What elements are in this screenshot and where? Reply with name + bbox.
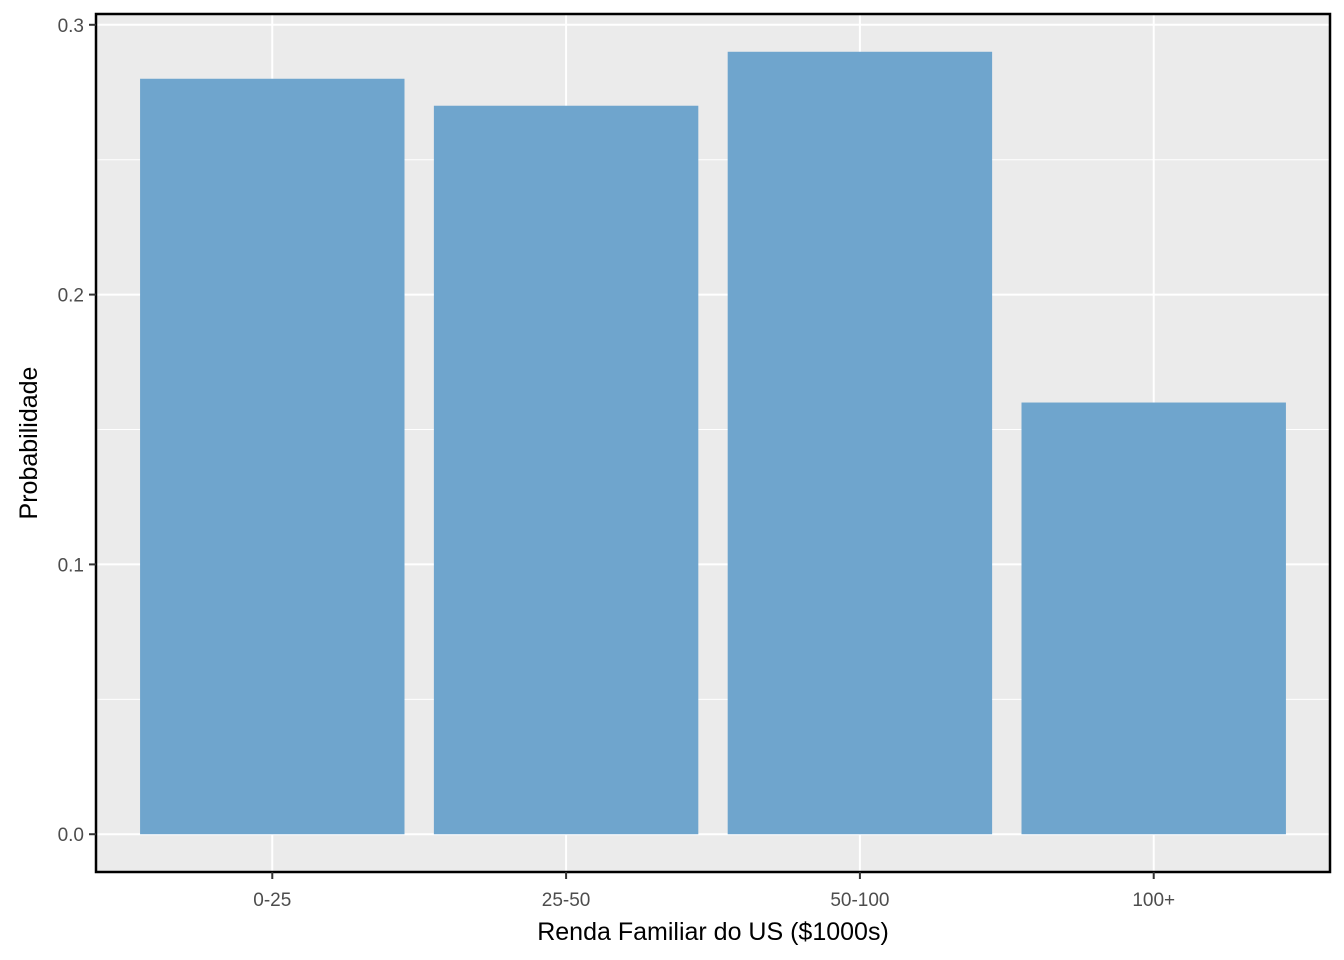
x-tick-label: 0-25 <box>253 890 291 911</box>
x-axis-title: Renda Familiar do US ($1000s) <box>537 918 889 946</box>
x-tick-label: 50-100 <box>830 890 889 911</box>
y-axis: 0.0 0.1 0.2 0.3 <box>58 16 96 846</box>
bar-0-25 <box>140 78 405 835</box>
bar-50-100 <box>727 51 993 835</box>
x-axis: 0-25 25-50 50-100 100+ <box>253 872 1175 911</box>
panel-border <box>94 12 1332 874</box>
y-tick-label: 0.2 <box>58 286 84 307</box>
bar-100+ <box>1021 402 1286 835</box>
y-axis-title: Probabilidade <box>15 367 43 520</box>
bar-25-50 <box>433 105 699 835</box>
y-tick-label: 0.0 <box>58 825 84 846</box>
y-tick-label: 0.1 <box>58 555 84 576</box>
x-tick-label: 100+ <box>1132 890 1175 911</box>
x-tick-label: 25-50 <box>542 890 591 911</box>
y-tick-label: 0.3 <box>58 16 84 37</box>
bars <box>140 51 1286 835</box>
